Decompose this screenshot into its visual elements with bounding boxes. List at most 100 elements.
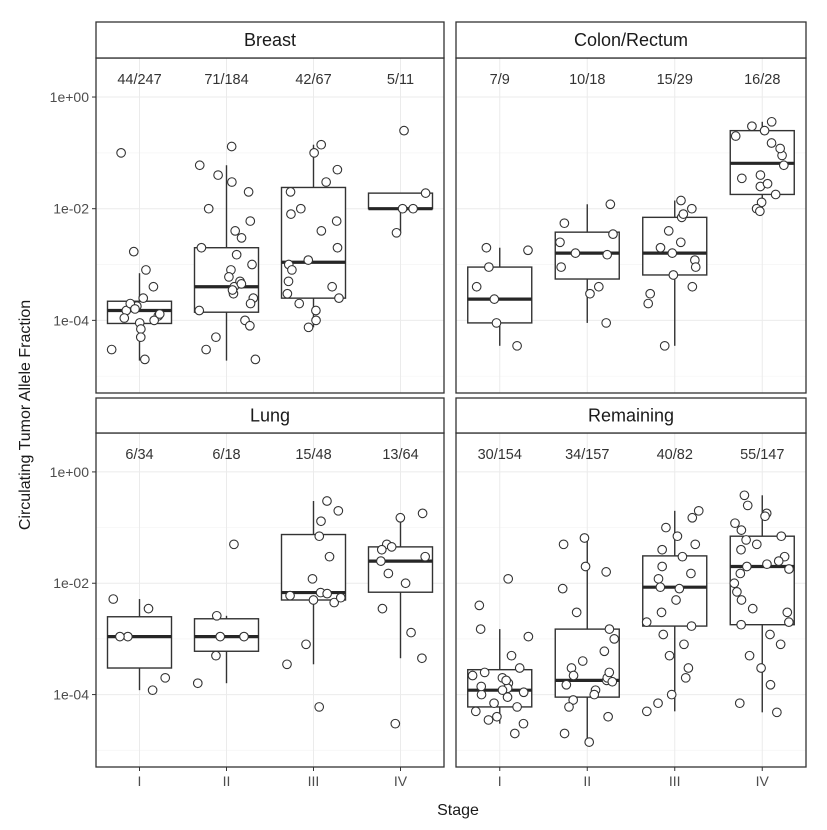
data-point xyxy=(693,505,704,516)
data-point xyxy=(417,653,427,664)
count-label: 30/154 xyxy=(478,447,522,463)
data-point xyxy=(736,619,746,630)
x-tick-label: I xyxy=(498,773,502,789)
data-point xyxy=(736,595,747,605)
data-point xyxy=(406,627,416,638)
count-label: 55/147 xyxy=(740,447,784,463)
count-label: 44/247 xyxy=(117,72,161,88)
data-point xyxy=(503,573,514,584)
data-point xyxy=(599,646,610,657)
data-point xyxy=(301,639,311,650)
data-point xyxy=(653,573,664,584)
data-point xyxy=(784,564,794,574)
data-point xyxy=(584,737,595,747)
data-point xyxy=(160,672,171,683)
facet-strip xyxy=(95,21,445,59)
y-axis-title: Circulating Tumor Allele Fraction xyxy=(17,300,34,530)
panel-frame xyxy=(95,432,445,768)
x-tick-label: IV xyxy=(394,773,408,789)
data-point xyxy=(667,248,678,258)
data-point xyxy=(386,542,397,552)
text-layer: Circulating Tumor Allele Fraction Stage … xyxy=(17,30,784,819)
count-label: 71/184 xyxy=(204,72,248,88)
data-point xyxy=(641,617,652,628)
data-point xyxy=(687,281,698,292)
data-point xyxy=(732,587,742,597)
data-point xyxy=(658,629,669,640)
y-tick-label: 1e-04 xyxy=(53,687,89,703)
facet-title: Lung xyxy=(250,406,290,426)
facet-strip xyxy=(455,21,807,59)
data-point xyxy=(286,209,296,219)
data-point xyxy=(571,607,582,618)
data-point xyxy=(324,551,335,562)
data-point xyxy=(675,237,686,248)
y-tick-label: 1e-04 xyxy=(53,312,89,328)
x-tick-label: II xyxy=(223,773,231,789)
data-point xyxy=(194,160,205,171)
count-label: 34/157 xyxy=(565,447,609,463)
data-point xyxy=(135,332,146,343)
data-point xyxy=(666,689,677,700)
data-point xyxy=(512,340,522,351)
data-point xyxy=(601,318,612,328)
data-point xyxy=(316,226,327,236)
count-label: 15/29 xyxy=(657,72,693,88)
data-point xyxy=(383,568,394,579)
data-point xyxy=(194,305,205,316)
data-point xyxy=(119,313,130,323)
data-point xyxy=(106,344,117,355)
data-point xyxy=(399,125,409,136)
data-point xyxy=(489,698,499,709)
data-point xyxy=(742,500,753,511)
data-point xyxy=(479,667,490,678)
data-point xyxy=(314,531,325,542)
x-tick-label: II xyxy=(583,773,591,789)
data-point xyxy=(224,272,234,282)
frames-layer xyxy=(92,21,807,771)
data-point xyxy=(506,650,517,661)
box-iqr xyxy=(106,616,173,669)
data-point xyxy=(502,692,513,702)
data-point xyxy=(602,249,613,260)
data-point xyxy=(659,340,670,351)
data-point xyxy=(116,148,126,158)
data-point xyxy=(492,711,502,722)
points-layer xyxy=(106,116,794,747)
data-point xyxy=(676,195,686,206)
data-point xyxy=(643,298,654,309)
data-point xyxy=(314,702,325,712)
count-label: 6/18 xyxy=(212,447,240,463)
data-point xyxy=(518,718,529,729)
data-point xyxy=(227,177,237,187)
data-point xyxy=(243,187,254,197)
data-point xyxy=(765,679,776,690)
data-point xyxy=(559,728,570,739)
data-point xyxy=(491,318,502,328)
data-point xyxy=(687,512,698,523)
data-point xyxy=(751,539,762,550)
x-tick-label: III xyxy=(308,773,320,789)
data-point xyxy=(316,139,327,150)
count-label: 6/34 xyxy=(125,447,153,463)
data-point xyxy=(467,670,478,681)
data-point xyxy=(231,249,242,260)
data-point xyxy=(645,288,656,299)
data-point xyxy=(735,568,746,579)
box-iqr xyxy=(280,533,347,601)
data-point xyxy=(564,702,574,712)
data-point xyxy=(770,189,781,200)
facet-strip xyxy=(455,397,807,434)
data-point xyxy=(196,242,207,253)
y-tick-label: 1e+00 xyxy=(50,89,90,105)
data-point xyxy=(282,288,293,299)
data-point xyxy=(730,131,741,141)
data-point xyxy=(782,607,793,618)
data-point xyxy=(784,617,794,628)
data-point xyxy=(245,216,256,226)
data-point xyxy=(136,324,146,334)
data-point xyxy=(130,304,140,314)
data-point xyxy=(331,216,342,226)
data-point xyxy=(747,603,758,614)
